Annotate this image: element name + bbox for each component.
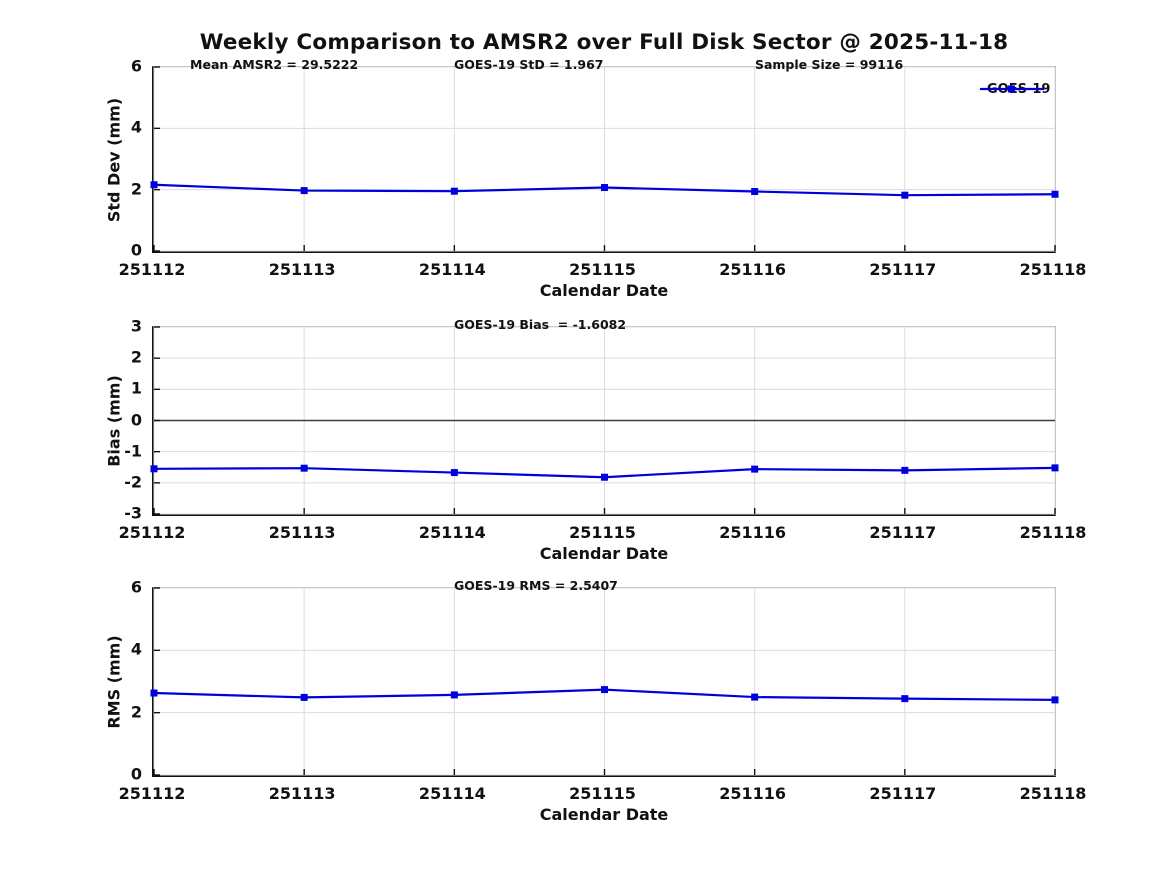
figure-title: Weekly Comparison to AMSR2 over Full Dis… [199, 30, 1009, 55]
x-tick-label: 251114 [418, 523, 486, 542]
y-tick-label: 6 [130, 56, 142, 76]
x-tick-label: 251115 [569, 523, 636, 542]
y-tick-label: 3 [130, 316, 142, 336]
rms-x-tick-labels: 251112 251113 251114 251115 251116 251117 2511… [119, 784, 1087, 804]
x-tick-label: 251118 [1019, 260, 1087, 279]
y-tick-label: 0 [130, 764, 142, 784]
rms-y-tick-labels: 0 2 4 6 [82, 578, 142, 784]
y-tick-label: 6 [130, 577, 142, 597]
bias-x-axis-label: Calendar Date [539, 544, 669, 563]
x-tick-label: 251117 [869, 784, 937, 803]
annotation-text: GOES-19 StD = 1.967 [454, 57, 604, 72]
annotation-text: Mean AMSR2 = 29.5222 [190, 57, 359, 72]
x-tick-label: 251116 [719, 523, 787, 542]
stddev-y-tick-labels: 0 2 4 6 [82, 57, 142, 260]
stddev-x-axis-label: Calendar Date [539, 281, 669, 300]
x-tick-label: 251114 [418, 784, 486, 803]
x-tick-label: 251113 [268, 260, 336, 279]
y-tick-label: 2 [130, 347, 142, 367]
annotation-text: GOES-19 Bias = -1.6082 [454, 317, 627, 332]
annotation-text: Sample Size = 99116 [754, 57, 904, 72]
bias-chart: Bias (mm) GOES-19 Bias = -1.6082 -3 -2 -1 0… [105, 317, 1087, 564]
x-tick-label: 251115 [569, 260, 636, 279]
y-tick-label: 2 [130, 179, 142, 199]
x-tick-label: 251115 [569, 784, 636, 803]
x-tick-label: 251118 [1019, 523, 1087, 542]
y-tick-label: 4 [130, 639, 142, 659]
y-tick-label: -3 [124, 503, 142, 523]
y-tick-label: -1 [124, 441, 142, 461]
x-tick-label: 251112 [118, 784, 186, 803]
stddev-x-tick-labels: 251112 251113 251114 251115 251116 251117 2511… [119, 260, 1087, 280]
x-tick-label: 251113 [268, 523, 336, 542]
y-tick-label: 0 [130, 410, 142, 429]
bias-y-tick-labels: -3 -2 -1 0 1 2 3 [82, 317, 142, 523]
x-tick-label: 251117 [869, 260, 937, 279]
bias-x-tick-labels: 251112 251113 251114 251115 251116 251117 2511… [119, 523, 1087, 543]
bias-line-series [150, 326, 1059, 515]
x-tick-label: 251112 [118, 523, 186, 542]
x-tick-label: 251113 [268, 784, 336, 803]
y-tick-label: 1 [130, 378, 142, 398]
rms-x-axis-label: Calendar Date [539, 805, 669, 824]
x-tick-label: 251116 [719, 260, 787, 279]
y-tick-label: 0 [130, 240, 142, 260]
rms-plot-area: GOES-19 RMS = 2.5407 [150, 578, 1059, 777]
x-tick-label: 251116 [719, 784, 787, 803]
annotation-text: GOES-19 RMS = 2.5407 [454, 578, 618, 593]
x-tick-label: 251118 [1019, 784, 1087, 803]
bias-plot-area: GOES-19 Bias = -1.6082 [150, 317, 1059, 516]
rms-line-series [150, 587, 1059, 776]
y-tick-label: 2 [130, 702, 142, 722]
stddev-chart: Std Dev (mm) GOES-19 Mean AMSR2 = 29.522… [105, 57, 1087, 301]
x-tick-label: 251112 [118, 260, 186, 279]
legend-line-sample [980, 85, 1044, 93]
stddev-plot-area: GOES-19 Mean AMSR2 = 29.5222 GOES-19 StD … [150, 57, 1059, 253]
stddev-line-series [150, 66, 1059, 252]
legend: GOES-19 [980, 82, 1050, 97]
y-tick-label: 4 [130, 117, 142, 137]
x-tick-label: 251114 [418, 260, 486, 279]
y-tick-label: -2 [124, 472, 142, 492]
x-tick-label: 251117 [869, 523, 937, 542]
